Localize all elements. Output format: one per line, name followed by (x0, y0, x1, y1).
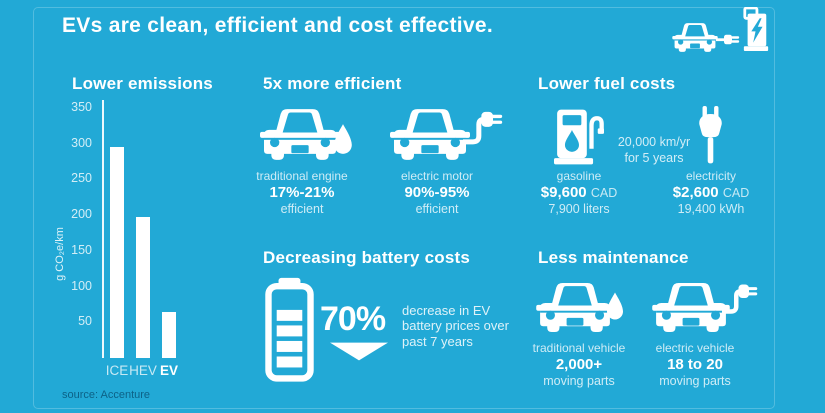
caption-suffix: efficient (415, 201, 459, 216)
caption-label: electricity (685, 169, 736, 183)
y-tick-250: 250 (71, 171, 92, 186)
fuel-droplet-icon (332, 121, 354, 157)
caption-suffix: moving parts (543, 373, 615, 388)
assumption-line1: 20,000 km/yr (617, 135, 691, 149)
charging-station-icon (742, 7, 770, 52)
electric-plug-icon (722, 283, 758, 316)
page-title: EVs are clean, efficient and cost effect… (62, 14, 494, 37)
caption-electricity: electricity $2,600 CAD 19,400 kWh (651, 169, 771, 217)
y-tick-50: 50 (78, 314, 92, 329)
bar-HEV (136, 217, 150, 358)
x-label-HEV: HEV (129, 363, 157, 378)
caption-quantity: 19,400 kWh (677, 201, 745, 216)
section-heading-emissions: Lower emissions (72, 74, 213, 93)
assumption-line2: for 5 years (624, 151, 684, 166)
caption-traditional-engine: traditional engine 17%-21% efficient (242, 169, 362, 217)
caption-gasoline: gasoline $9,600 CAD 7,900 liters (519, 169, 639, 217)
y-tick-200: 200 (71, 207, 92, 222)
car-front-icon (390, 107, 470, 162)
gas-pump-icon (554, 108, 604, 166)
x-label-EV: EV (159, 363, 178, 378)
currency: CAD (590, 185, 618, 200)
y-tick-100: 100 (71, 278, 92, 293)
y-tick-300: 300 (71, 135, 92, 150)
caption-value: 90%-95% (404, 183, 470, 201)
caption-amount: $2,600 CAD (672, 183, 750, 201)
y-tick-350: 350 (71, 100, 92, 114)
x-label-ICE: ICE (105, 363, 129, 378)
caption-quantity: 7,900 liters (548, 201, 610, 216)
caption-value: 18 to 20 (667, 355, 723, 373)
y-tick-150: 150 (71, 242, 92, 257)
bar-ICE (110, 147, 124, 358)
y-axis-line (102, 100, 104, 358)
car-front-icon (672, 22, 718, 53)
car-front-icon (260, 107, 340, 162)
section-heading-fuel: Lower fuel costs (538, 74, 676, 93)
currency: CAD (722, 185, 750, 200)
caption-suffix: moving parts (659, 373, 731, 388)
caption-suffix: efficient (280, 201, 324, 216)
caption-amount: $9,600 CAD (540, 183, 618, 201)
caption-label: traditional engine (256, 169, 348, 183)
driving-assumption: 20,000 km/yr for 5 years (600, 134, 708, 167)
car-front-icon (652, 281, 730, 334)
caption-traditional-vehicle: traditional vehicle 2,000+ moving parts (519, 341, 639, 389)
section-heading-battery: Decreasing battery costs (263, 248, 470, 267)
section-heading-maintenance: Less maintenance (538, 248, 689, 267)
caption-label: traditional vehicle (532, 341, 626, 355)
caption-label: electric motor (400, 169, 474, 183)
battery-icon (263, 277, 316, 383)
section-heading-efficiency: 5x more efficient (263, 74, 402, 93)
caption-label: electric vehicle (655, 341, 735, 355)
fuel-droplet-icon (605, 290, 625, 322)
caption-electric-motor: electric motor 90%-95% efficient (377, 169, 497, 217)
caption-value: 2,000+ (555, 355, 603, 373)
charging-plug-icon (716, 33, 740, 46)
electric-plug-icon (696, 106, 725, 165)
source-attribution: source: Accenture (62, 389, 151, 401)
down-arrow-icon (330, 342, 388, 361)
electric-plug-icon (463, 110, 503, 147)
caption-electric-vehicle: electric vehicle 18 to 20 moving parts (635, 341, 755, 389)
battery-cost-description: decrease in EV battery prices over past … (402, 303, 509, 349)
emissions-bar-chart: g CO₂e/km 50 100 150 200 250 300 350 ICE HEV EV (40, 100, 230, 392)
battery-cost-value: 70% (320, 300, 386, 338)
bar-EV (162, 311, 176, 358)
caption-value: 17%-21% (269, 183, 335, 201)
car-front-icon (536, 281, 614, 334)
caption-label: gasoline (556, 169, 602, 183)
